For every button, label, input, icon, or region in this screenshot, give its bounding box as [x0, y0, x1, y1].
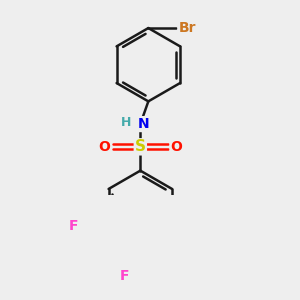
Text: H: H	[121, 116, 131, 129]
Text: O: O	[171, 140, 182, 154]
Text: N: N	[138, 117, 149, 131]
Text: F: F	[120, 269, 130, 283]
Text: Br: Br	[178, 21, 196, 35]
Text: S: S	[135, 139, 146, 154]
Text: O: O	[98, 140, 110, 154]
Text: F: F	[68, 219, 78, 232]
